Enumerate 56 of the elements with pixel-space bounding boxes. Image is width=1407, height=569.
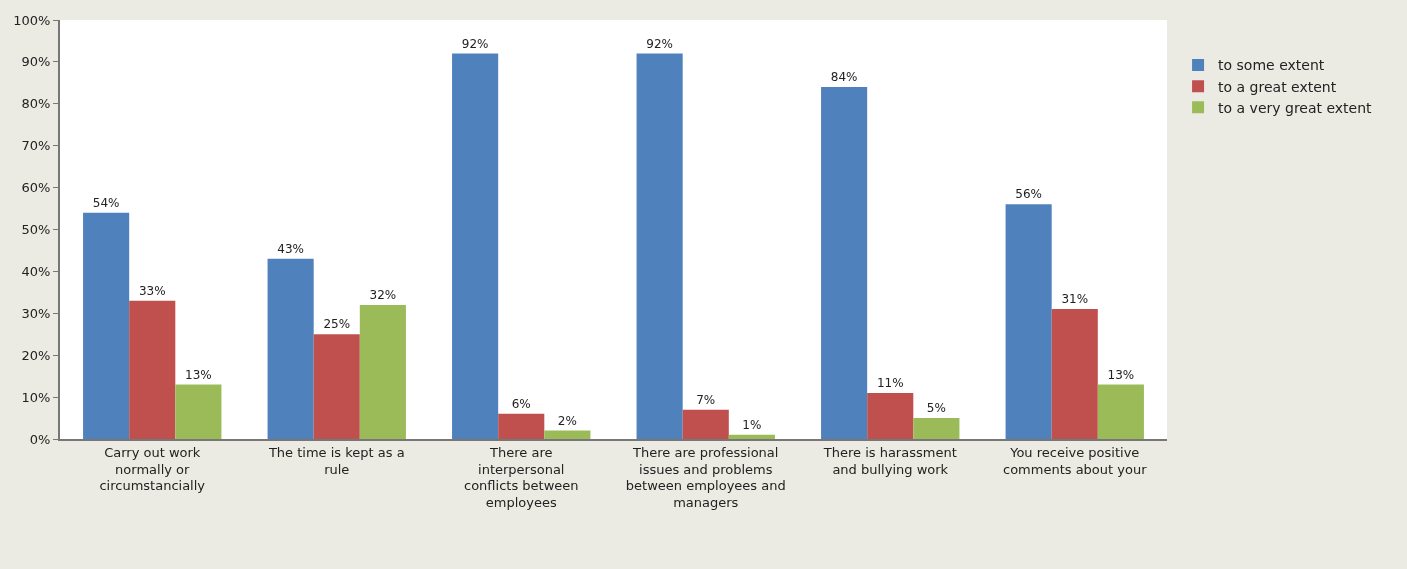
y-tick-label: 60%: [21, 180, 51, 196]
bar: [728, 434, 775, 439]
legend-label: to a great extent: [1218, 78, 1337, 95]
x-tick-label: There is harassment and bullying work: [822, 444, 957, 477]
x-tick-label: There are professional issues and problems between employees and managers: [625, 444, 786, 511]
bar: [359, 304, 406, 439]
bar: [498, 413, 545, 439]
data-label: 32%: [369, 287, 397, 302]
y-tick-label: 90%: [21, 54, 51, 70]
y-tick-label: 0%: [29, 431, 51, 447]
bar: [682, 409, 729, 439]
data-label: 2%: [557, 413, 577, 428]
data-label: 31%: [1061, 292, 1089, 307]
data-label: 84%: [830, 70, 858, 85]
y-tick-label: 50%: [21, 222, 51, 238]
data-label: 7%: [696, 392, 716, 407]
legend-label: to some extent: [1218, 57, 1325, 74]
bar: [313, 334, 360, 439]
data-label: 6%: [511, 396, 531, 411]
bar: [1005, 204, 1052, 439]
x-tick-label: There are interpersonal conflicts between employees: [463, 444, 579, 511]
bar: [1051, 309, 1098, 439]
bar: [129, 300, 176, 439]
bar: [83, 212, 130, 439]
bar: [452, 53, 499, 439]
y-tick-label: 40%: [21, 263, 51, 279]
y-tick-label: 80%: [21, 96, 51, 112]
x-tick-label: The time is kept as a rule: [267, 444, 405, 477]
y-tick-label: 100%: [13, 12, 51, 28]
bar: [913, 418, 960, 439]
y-tick-label: 70%: [21, 138, 51, 154]
data-label: 56%: [1015, 187, 1042, 202]
data-label: 1%: [742, 417, 762, 432]
legend-label: to a very great extent: [1218, 99, 1373, 116]
bar: [175, 384, 222, 439]
data-label: 25%: [323, 317, 351, 332]
data-label: 11%: [876, 375, 904, 390]
bar: [821, 87, 868, 439]
data-label: 54%: [92, 195, 120, 210]
x-tick-label: You receive positive comments about your: [1002, 444, 1148, 477]
bar: [267, 258, 314, 439]
data-label: 5%: [926, 401, 946, 416]
data-label: 92%: [461, 36, 489, 51]
data-label: 43%: [277, 241, 304, 256]
data-label: 33%: [138, 283, 166, 298]
y-tick-label: 20%: [21, 347, 51, 363]
bar: [867, 392, 914, 439]
y-tick-label: 10%: [21, 389, 51, 405]
bar: [1097, 384, 1144, 439]
data-label: 13%: [1107, 367, 1135, 382]
x-tick-label: Carry out work normally or circumstancially: [99, 444, 206, 494]
bar: [544, 430, 591, 439]
data-label: 92%: [646, 36, 673, 51]
data-label: 13%: [185, 367, 212, 382]
y-tick-label: 30%: [21, 305, 51, 321]
bar: [636, 53, 683, 439]
